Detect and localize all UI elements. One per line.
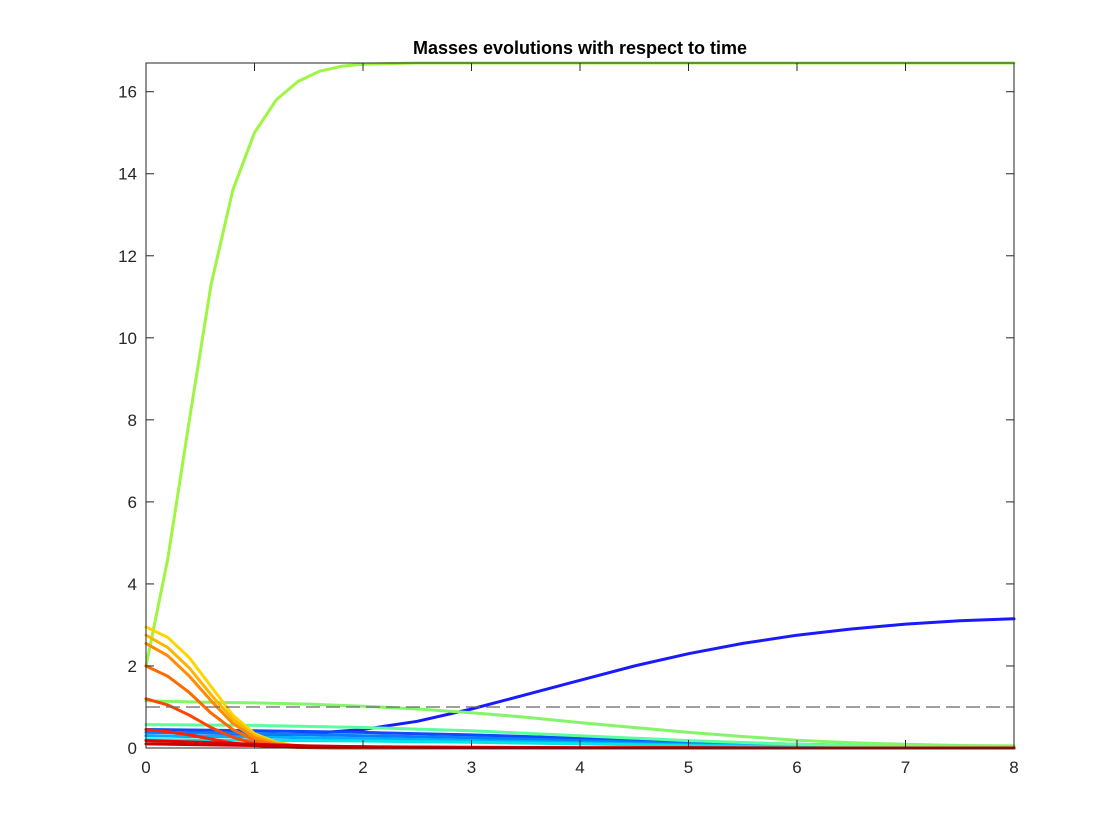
chart-title: Masses evolutions with respect to time <box>413 38 747 58</box>
y-tick-label: 8 <box>128 411 137 430</box>
y-tick-label: 2 <box>128 657 137 676</box>
y-axis-ticks: 0 2 4 6 8 10 12 14 16 <box>118 83 1014 758</box>
y-tick-label: 14 <box>118 165 137 184</box>
x-tick-label: 2 <box>358 758 367 777</box>
x-tick-label: 4 <box>575 758 584 777</box>
series-line-7 <box>144 699 1016 748</box>
y-tick-label: 12 <box>118 247 137 266</box>
x-tick-label: 1 <box>250 758 259 777</box>
plot-area <box>146 63 1014 748</box>
x-axis-ticks: 0 1 2 3 4 5 6 7 8 <box>141 63 1019 777</box>
y-tick-label: 4 <box>128 575 137 594</box>
x-tick-label: 8 <box>1009 758 1018 777</box>
y-tick-label: 0 <box>128 739 137 758</box>
y-tick-label: 6 <box>128 493 137 512</box>
x-tick-label: 6 <box>792 758 801 777</box>
x-tick-label: 3 <box>467 758 476 777</box>
x-tick-label: 0 <box>141 758 150 777</box>
y-tick-label: 10 <box>118 329 137 348</box>
x-tick-label: 5 <box>684 758 693 777</box>
x-tick-label: 7 <box>901 758 910 777</box>
y-tick-label: 16 <box>118 83 137 102</box>
series-line-6 <box>144 723 1016 749</box>
